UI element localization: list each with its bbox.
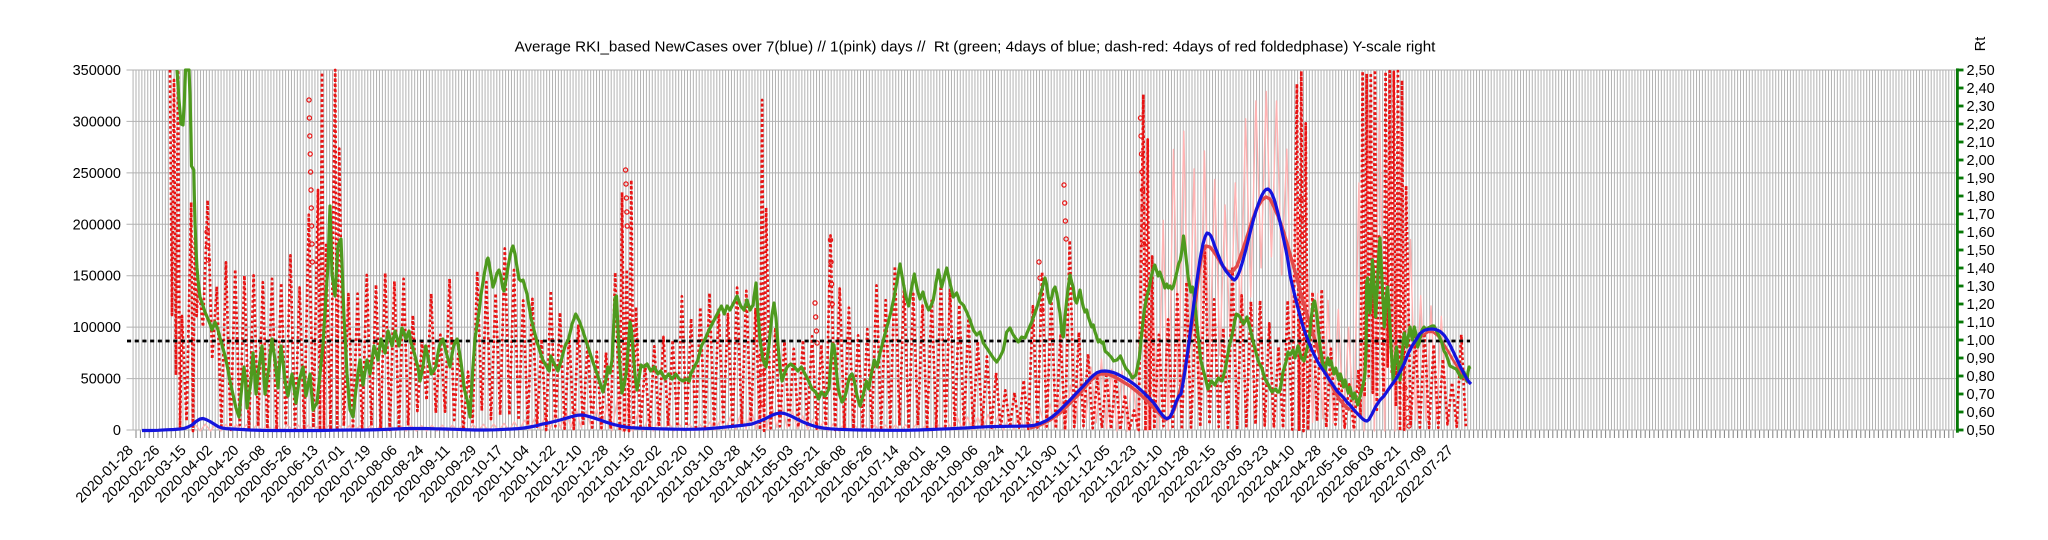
svg-text:0: 0 xyxy=(113,423,121,439)
svg-text:0,80: 0,80 xyxy=(1967,369,1995,385)
svg-text:1,40: 1,40 xyxy=(1967,261,1995,277)
svg-text:2,00: 2,00 xyxy=(1967,153,1995,169)
svg-text:1,30: 1,30 xyxy=(1967,279,1995,295)
svg-text:2,10: 2,10 xyxy=(1967,135,1995,151)
svg-text:0,90: 0,90 xyxy=(1967,351,1995,367)
svg-text:50000: 50000 xyxy=(81,372,121,388)
svg-text:1,90: 1,90 xyxy=(1967,171,1995,187)
svg-text:Rt: Rt xyxy=(1973,37,1989,52)
svg-text:1,60: 1,60 xyxy=(1967,225,1995,241)
svg-text:0,70: 0,70 xyxy=(1967,387,1995,403)
svg-text:2,30: 2,30 xyxy=(1967,99,1995,115)
svg-text:300000: 300000 xyxy=(73,114,121,130)
svg-text:250000: 250000 xyxy=(73,166,121,182)
svg-text:100000: 100000 xyxy=(73,320,121,336)
svg-text:2,40: 2,40 xyxy=(1967,81,1995,97)
svg-text:0,50: 0,50 xyxy=(1967,423,1995,439)
svg-text:2,50: 2,50 xyxy=(1967,63,1995,79)
svg-text:350000: 350000 xyxy=(73,63,121,79)
svg-text:2,20: 2,20 xyxy=(1967,117,1995,133)
svg-text:1,00: 1,00 xyxy=(1967,333,1995,349)
svg-text:1,20: 1,20 xyxy=(1967,297,1995,313)
svg-text:Average RKI_based NewCases ove: Average RKI_based NewCases over 7(blue) … xyxy=(515,39,1437,56)
svg-text:0,60: 0,60 xyxy=(1967,405,1995,421)
svg-text:1,70: 1,70 xyxy=(1967,207,1995,223)
svg-text:1,80: 1,80 xyxy=(1967,189,1995,205)
svg-text:150000: 150000 xyxy=(73,269,121,285)
svg-text:200000: 200000 xyxy=(73,217,121,233)
svg-text:1,50: 1,50 xyxy=(1967,243,1995,259)
svg-text:1,10: 1,10 xyxy=(1967,315,1995,331)
